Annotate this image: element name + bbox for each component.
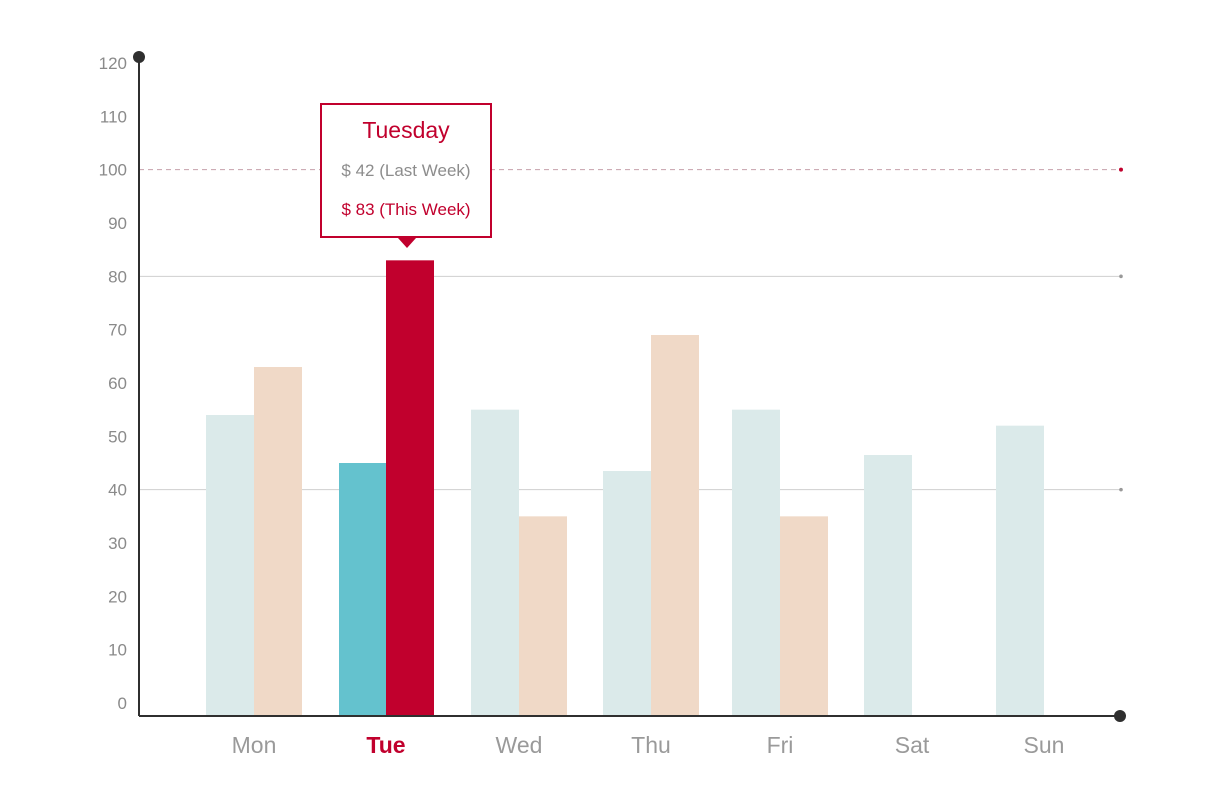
x-axis-labels: Mon Tue Wed Thu Fri Sat Sun: [232, 732, 1065, 758]
bars: [206, 260, 1044, 716]
x-tick-label-thu: Thu: [631, 732, 671, 758]
tooltip-last-week: $ 42 (Last Week): [341, 161, 471, 180]
x-tick-label-sun: Sun: [1024, 732, 1065, 758]
tooltip-pointer: [398, 238, 416, 248]
y-tick-label-0: 0: [118, 694, 127, 713]
y-tick-label-20: 20: [108, 587, 127, 606]
bar-sat-last-week: [864, 455, 912, 716]
reference-line-end-dot-40: [1119, 487, 1123, 492]
x-tick-label-fri: Fri: [767, 732, 794, 758]
bar-tue-this-week: [386, 260, 434, 716]
y-tick-label-40: 40: [108, 481, 127, 500]
x-tick-label-tue: Tue: [366, 732, 405, 758]
tooltip: Tuesday $ 42 (Last Week) $ 83 (This Week…: [320, 103, 492, 248]
x-tick-label-mon: Mon: [232, 732, 277, 758]
x-axis-end-dot: [1114, 710, 1126, 722]
y-tick-label-30: 30: [108, 534, 127, 553]
y-axis-labels: 0 10 20 30 40 50 60 70 80 90 100 110 120: [99, 54, 127, 713]
y-axis-end-dot: [133, 51, 145, 63]
bar-mon-last-week: [206, 415, 254, 716]
reference-line-end-dot-100: [1119, 167, 1123, 172]
bar-fri-this-week: [780, 516, 828, 716]
y-tick-label-120: 120: [99, 54, 127, 73]
x-tick-label-sat: Sat: [895, 732, 930, 758]
y-tick-label-50: 50: [108, 427, 127, 446]
y-tick-label-10: 10: [108, 641, 127, 660]
bar-wed-last-week: [471, 409, 519, 716]
bar-mon-this-week: [254, 367, 302, 716]
y-tick-label-70: 70: [108, 321, 127, 340]
tooltip-title: Tuesday: [362, 117, 450, 143]
bar-fri-last-week: [732, 409, 780, 716]
y-tick-label-90: 90: [108, 214, 127, 233]
x-tick-label-wed: Wed: [496, 732, 543, 758]
bar-thu-last-week: [603, 471, 651, 716]
y-tick-label-60: 60: [108, 374, 127, 393]
reference-line-end-dot-80: [1119, 274, 1123, 279]
bar-thu-this-week: [651, 335, 699, 716]
bar-sun-last-week: [996, 425, 1044, 716]
tooltip-this-week: $ 83 (This Week): [341, 200, 471, 219]
y-tick-label-110: 110: [100, 107, 127, 126]
bar-wed-this-week: [519, 516, 567, 716]
y-tick-label-100: 100: [99, 161, 127, 180]
bar-tue-last-week: [339, 463, 386, 716]
axes: [133, 51, 1126, 722]
y-tick-label-80: 80: [108, 267, 127, 286]
